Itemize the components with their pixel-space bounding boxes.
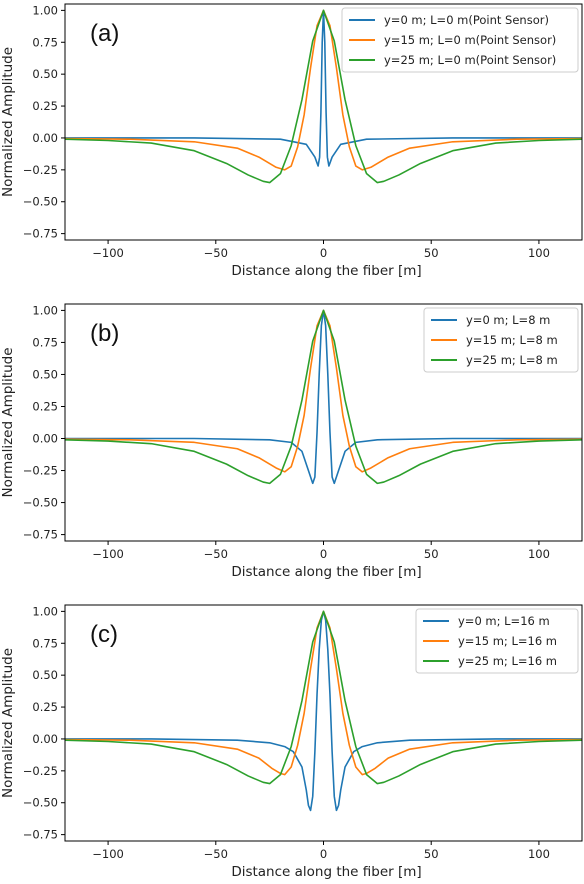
x-tick-label: 100 — [528, 847, 550, 861]
y-axis-label: Normalized Amplitude — [0, 47, 16, 197]
legend-label-3: y=25 m; L=8 m — [466, 353, 558, 367]
y-tick-label: 1.00 — [32, 3, 58, 17]
y-tick-label: −0.25 — [23, 163, 58, 177]
y-tick-label: 0.75 — [32, 636, 58, 650]
legend-box — [341, 7, 579, 73]
panel-label: (c) — [90, 621, 118, 648]
series-line-3 — [65, 309, 582, 485]
x-tick-label: 50 — [424, 246, 439, 260]
legend-box — [415, 608, 579, 674]
legend-label-3: y=25 m; L=0 m(Point Sensor) — [384, 53, 556, 67]
x-tick-label: −100 — [92, 246, 124, 260]
legend-label-1: y=0 m; L=16 m — [458, 614, 550, 628]
y-tick-label: 0.75 — [32, 35, 58, 49]
legend-box — [423, 307, 579, 373]
y-tick-label: 0.50 — [32, 67, 58, 81]
y-tick-label: −0.75 — [23, 227, 58, 241]
legend: y=0 m; L=8 m y=15 m; L=8 m y=25 m; L=8 m — [423, 307, 579, 373]
panel-label: (a) — [90, 20, 119, 47]
chart-panel-3: −100 −50 0 50 100 1.00 0.75 0.50 0.25 0.00 −0.25 −0… — [0, 604, 583, 880]
legend-label-2: y=15 m; L=0 m(Point Sensor) — [384, 33, 556, 47]
y-tick-label: −0.25 — [23, 464, 58, 478]
x-tick-label: −100 — [92, 847, 124, 861]
legend-label-2: y=15 m; L=16 m — [458, 634, 557, 648]
y-tick-label: −0.25 — [23, 764, 58, 778]
x-tick-label: 0 — [320, 547, 327, 561]
y-tick-label: −0.75 — [23, 528, 58, 542]
x-tick-label: 50 — [424, 547, 439, 561]
legend-label-1: y=0 m; L=0 m(Point Sensor) — [384, 13, 549, 27]
y-tick-label: −0.75 — [23, 828, 58, 842]
chart-panel-2: −100 −50 0 50 100 1.00 0.75 0.50 0.25 0.00 −0.25 −0… — [0, 303, 583, 580]
y-tick-label: 0.25 — [32, 99, 58, 113]
panel-label: (b) — [90, 320, 119, 347]
y-axis-label: Normalized Amplitude — [0, 347, 16, 497]
y-tick-label: 0.25 — [32, 700, 58, 714]
series-group — [65, 610, 582, 812]
x-tick-label: 100 — [528, 246, 550, 260]
legend: y=0 m; L=0 m(Point Sensor) y=15 m; L=0 m(… — [341, 7, 579, 73]
x-axis-label: Distance along the fiber [m] — [231, 564, 421, 580]
y-tick-label: 1.00 — [32, 303, 58, 317]
x-tick-label: −50 — [204, 847, 228, 861]
legend-label-2: y=15 m; L=8 m — [466, 333, 558, 347]
x-tick-label: −100 — [92, 547, 124, 561]
y-tick-label: −0.50 — [23, 195, 58, 209]
chart-panel-1: −100 −50 0 50 100 1.00 0.75 0.50 0.25 0.00 −0.25 −0… — [0, 3, 583, 279]
y-tick-label: 0.00 — [32, 131, 58, 145]
x-axis-label: Distance along the fiber [m] — [231, 864, 421, 880]
series-line-3 — [65, 610, 582, 785]
y-tick-label: 0.75 — [32, 335, 58, 349]
x-tick-label: 0 — [320, 847, 327, 861]
y-tick-label: 0.00 — [32, 432, 58, 446]
series-group — [65, 309, 582, 485]
x-tick-label: 100 — [528, 547, 550, 561]
y-tick-label: 1.00 — [32, 604, 58, 618]
legend: y=0 m; L=16 m y=15 m; L=16 m y=25 m; L=16 … — [415, 608, 579, 674]
x-tick-label: 0 — [320, 246, 327, 260]
y-axis-label: Normalized Amplitude — [0, 648, 16, 798]
y-tick-label: −0.50 — [23, 496, 58, 510]
y-tick-label: 0.50 — [32, 668, 58, 682]
legend-label-1: y=0 m; L=8 m — [466, 313, 550, 327]
x-tick-label: 50 — [424, 847, 439, 861]
y-tick-label: 0.50 — [32, 367, 58, 381]
x-tick-label: −50 — [204, 246, 228, 260]
y-tick-label: 0.25 — [32, 399, 58, 413]
legend-label-3: y=25 m; L=16 m — [458, 654, 557, 668]
x-axis-label: Distance along the fiber [m] — [231, 263, 421, 279]
x-tick-label: −50 — [204, 547, 228, 561]
y-tick-label: 0.00 — [32, 732, 58, 746]
series-line-3 — [65, 9, 582, 184]
y-tick-label: −0.50 — [23, 796, 58, 810]
series-group — [65, 9, 582, 184]
